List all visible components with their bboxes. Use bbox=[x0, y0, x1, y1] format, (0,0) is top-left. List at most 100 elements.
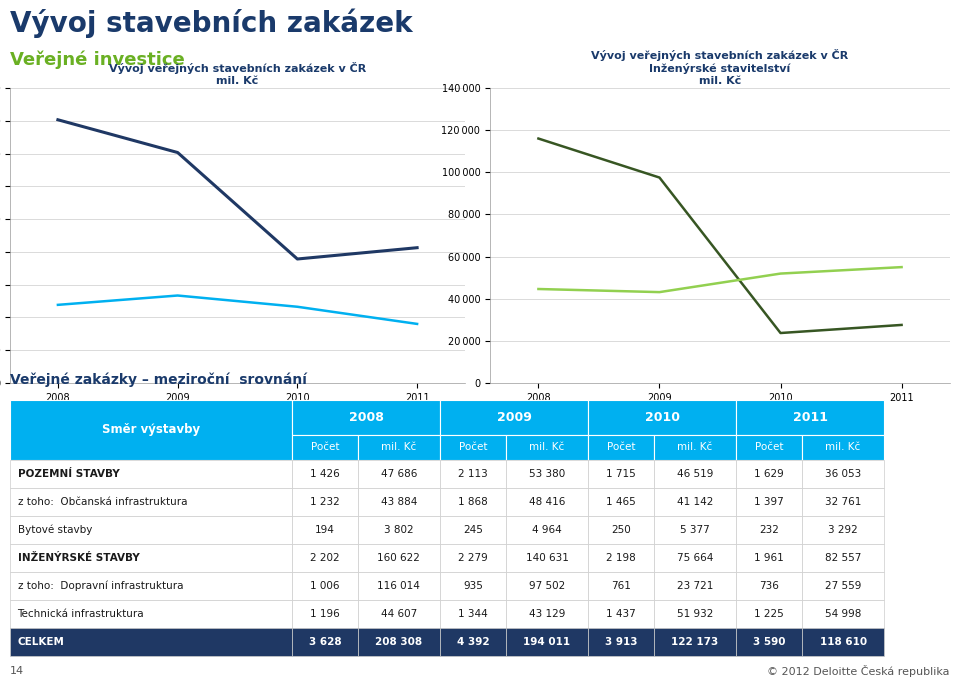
Bar bbox=[358, 435, 440, 460]
Bar bbox=[736, 488, 802, 516]
Bar bbox=[736, 544, 802, 572]
Bar bbox=[588, 488, 654, 516]
Text: Počet: Počet bbox=[607, 443, 636, 452]
Bar bbox=[292, 400, 440, 435]
Text: Veřejné zakázky – meziroční  srovnání: Veřejné zakázky – meziroční srovnání bbox=[10, 373, 307, 387]
Bar bbox=[588, 629, 654, 657]
Text: 23 721: 23 721 bbox=[677, 581, 713, 591]
Bar bbox=[588, 516, 654, 544]
Bar bbox=[292, 572, 358, 600]
Bar bbox=[654, 544, 736, 572]
Text: 245: 245 bbox=[463, 525, 483, 535]
Bar bbox=[506, 600, 588, 629]
Bar bbox=[506, 572, 588, 600]
Bar bbox=[292, 629, 358, 657]
Text: Bytové stavby: Bytové stavby bbox=[17, 525, 92, 536]
Text: 27 559: 27 559 bbox=[825, 581, 861, 591]
Bar bbox=[588, 460, 654, 488]
Text: 935: 935 bbox=[463, 581, 483, 591]
Text: mil. Kč: mil. Kč bbox=[826, 443, 861, 452]
Text: 75 664: 75 664 bbox=[677, 553, 713, 563]
Bar bbox=[654, 435, 736, 460]
Bar bbox=[358, 572, 440, 600]
Bar bbox=[506, 516, 588, 544]
Bar bbox=[588, 544, 654, 572]
Text: 2 279: 2 279 bbox=[458, 553, 488, 563]
Text: POZEMNÍ STAVBY: POZEMNÍ STAVBY bbox=[17, 469, 119, 479]
Text: 48 416: 48 416 bbox=[529, 497, 565, 507]
Text: 2009: 2009 bbox=[496, 411, 532, 424]
Bar bbox=[654, 460, 736, 488]
Text: 32 761: 32 761 bbox=[825, 497, 861, 507]
Text: 3 590: 3 590 bbox=[753, 637, 785, 647]
Bar bbox=[506, 435, 588, 460]
Text: 43 129: 43 129 bbox=[529, 609, 565, 619]
Bar bbox=[588, 400, 736, 435]
Text: INŽENÝRSKÉ STAVBY: INŽENÝRSKÉ STAVBY bbox=[17, 553, 139, 563]
Bar bbox=[736, 600, 802, 629]
Text: 3 292: 3 292 bbox=[828, 525, 858, 535]
Bar bbox=[802, 460, 884, 488]
Bar bbox=[440, 488, 506, 516]
Text: 122 173: 122 173 bbox=[671, 637, 719, 647]
Bar bbox=[440, 400, 588, 435]
Bar bbox=[736, 460, 802, 488]
Bar bbox=[654, 629, 736, 657]
Text: 14: 14 bbox=[10, 666, 24, 676]
Text: 44 607: 44 607 bbox=[381, 609, 417, 619]
Text: 2011: 2011 bbox=[793, 411, 828, 424]
Bar bbox=[358, 516, 440, 544]
Text: z toho:  Občanská infrastruktura: z toho: Občanská infrastruktura bbox=[17, 497, 187, 507]
Bar bbox=[802, 435, 884, 460]
Bar bbox=[588, 600, 654, 629]
Text: Počet: Počet bbox=[459, 443, 487, 452]
Text: Zdroj: ČSÚ: Zdroj: ČSÚ bbox=[490, 424, 535, 435]
Text: 1 465: 1 465 bbox=[606, 497, 636, 507]
Text: 2010: 2010 bbox=[644, 411, 680, 424]
Bar bbox=[292, 488, 358, 516]
Text: mil. Kč: mil. Kč bbox=[529, 443, 564, 452]
Bar bbox=[10, 400, 292, 460]
Text: 97 502: 97 502 bbox=[529, 581, 565, 591]
Bar bbox=[440, 572, 506, 600]
Bar bbox=[440, 516, 506, 544]
Legend: Pozemní stavby, Inženýrské stavby: Pozemní stavby, Inženýrské stavby bbox=[114, 412, 361, 431]
Text: 4 964: 4 964 bbox=[532, 525, 562, 535]
Bar bbox=[358, 460, 440, 488]
Text: 36 053: 36 053 bbox=[825, 469, 861, 479]
Text: 47 686: 47 686 bbox=[381, 469, 417, 479]
Text: 2008: 2008 bbox=[348, 411, 383, 424]
Text: 118 610: 118 610 bbox=[820, 637, 867, 647]
Text: 1 397: 1 397 bbox=[755, 497, 784, 507]
Text: 1 006: 1 006 bbox=[310, 581, 340, 591]
Title: Vývoj veřejných stavebních zakázek v ČR
Inženýrské stavitelství
mil. Kč: Vývoj veřejných stavebních zakázek v ČR … bbox=[591, 49, 849, 86]
Text: 250: 250 bbox=[612, 525, 631, 535]
Text: 761: 761 bbox=[612, 581, 631, 591]
Text: 3 913: 3 913 bbox=[605, 637, 637, 647]
Bar bbox=[292, 544, 358, 572]
Legend: Dopravní infrastruktura, Technická infrastruktura: Dopravní infrastruktura, Technická infra… bbox=[563, 413, 877, 431]
Text: 736: 736 bbox=[759, 581, 779, 591]
Text: 160 622: 160 622 bbox=[377, 553, 420, 563]
Text: 2 113: 2 113 bbox=[458, 469, 488, 479]
Text: 1 196: 1 196 bbox=[310, 609, 340, 619]
Bar bbox=[802, 572, 884, 600]
Text: Veřejné investice: Veřejné investice bbox=[10, 50, 184, 68]
Bar bbox=[10, 460, 292, 488]
Text: Počet: Počet bbox=[755, 443, 783, 452]
Text: 82 557: 82 557 bbox=[825, 553, 861, 563]
Bar bbox=[802, 544, 884, 572]
Text: 51 932: 51 932 bbox=[677, 609, 713, 619]
Text: 54 998: 54 998 bbox=[825, 609, 861, 619]
Bar bbox=[588, 435, 654, 460]
Bar bbox=[292, 516, 358, 544]
Bar bbox=[736, 516, 802, 544]
Text: 1 961: 1 961 bbox=[755, 553, 784, 563]
Bar bbox=[292, 600, 358, 629]
Bar bbox=[10, 516, 292, 544]
Text: 2 198: 2 198 bbox=[606, 553, 636, 563]
Bar bbox=[292, 435, 358, 460]
Text: 53 380: 53 380 bbox=[529, 469, 565, 479]
Text: 1 225: 1 225 bbox=[755, 609, 784, 619]
Bar bbox=[654, 600, 736, 629]
